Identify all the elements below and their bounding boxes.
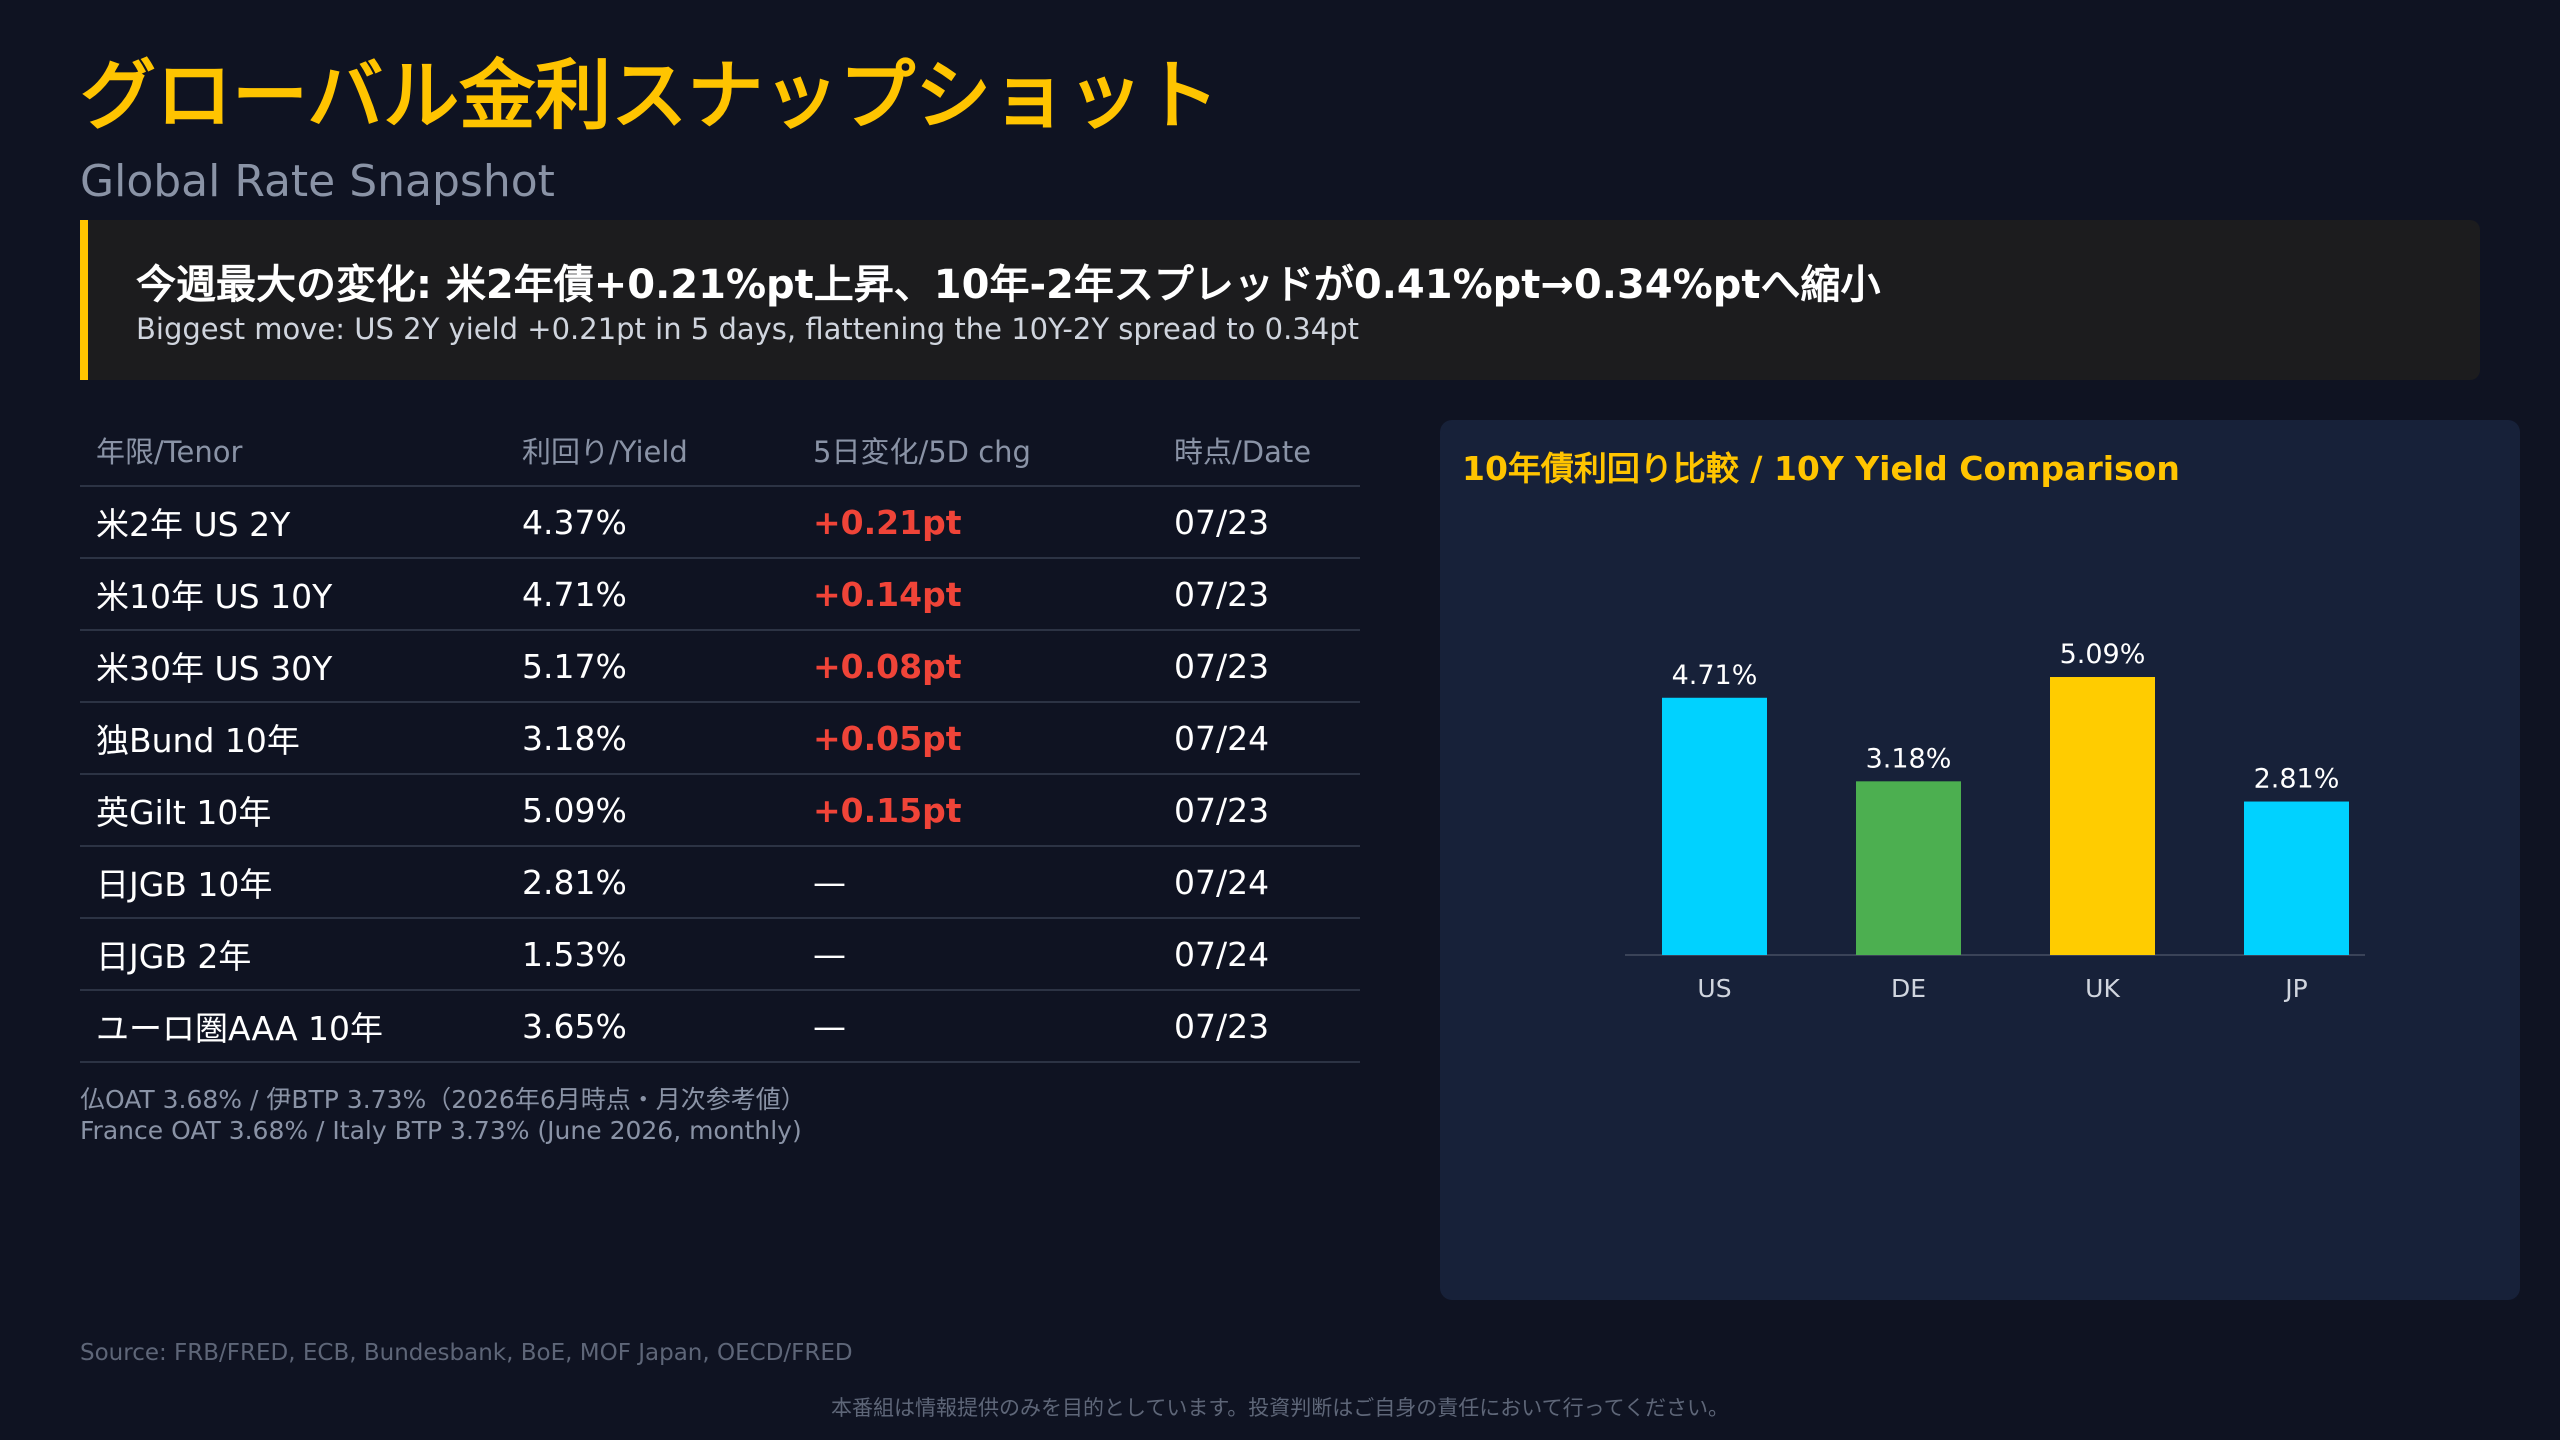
table-row: 日JGB 10年 2.81% — 07/24	[80, 846, 1360, 919]
chart-panel: 4.71% US 3.18% DE 5.09% UK 2.81% JP 10年債利回り比較 /…	[1440, 420, 2520, 1300]
tick-label-uk: UK	[2085, 974, 2120, 1003]
highlight-callout: 今週最大の変化: 米2年債+0.21%pt上昇、10年-2年スプレッドが0.41…	[80, 220, 2480, 380]
bar-jp	[2244, 801, 2349, 955]
cell-yield: 5.09%	[506, 774, 797, 847]
cell-change: +0.08pt	[797, 630, 1158, 703]
tick-label-jp: JP	[2283, 974, 2307, 1003]
callout-subtext: Biggest move: US 2Y yield +0.21pt in 5 d…	[136, 312, 1359, 346]
cell-tenor: 独Bund 10年	[80, 702, 506, 775]
table-row: 米10年 US 10Y 4.71% +0.14pt 07/23	[80, 558, 1360, 631]
cell-yield: 2.81%	[506, 846, 797, 919]
cell-change: +0.15pt	[797, 774, 1158, 847]
cell-date: 07/24	[1158, 846, 1360, 919]
cell-date: 07/23	[1158, 486, 1360, 559]
cell-change: +0.05pt	[797, 702, 1158, 775]
cell-yield: 3.65%	[506, 990, 797, 1063]
bar-uk	[2050, 677, 2155, 955]
cell-yield: 3.18%	[506, 702, 797, 775]
disclaimer: 本番組は情報提供のみを目的としています。投資判断はご自身の責任において行ってくだ…	[831, 1396, 1729, 1420]
cell-tenor: 米10年 US 10Y	[80, 558, 506, 631]
cell-tenor: 日JGB 2年	[80, 918, 506, 991]
cell-date: 07/23	[1158, 630, 1360, 703]
source-note: Source: FRB/FRED, ECB, Bundesbank, BoE, …	[80, 1340, 853, 1366]
callout-headline: 今週最大の変化: 米2年債+0.21%pt上昇、10年-2年スプレッドが0.41…	[136, 262, 1881, 308]
bar-chart: 4.71% US 3.18% DE 5.09% UK 2.81% JP	[1625, 639, 2365, 1003]
rates-table: 年限/Tenor 利回り/Yield 5日変化/5D chg 時点/Date 米…	[80, 415, 1360, 1063]
page-title: グローバル金利スナップショット	[80, 51, 1220, 140]
cell-date: 07/23	[1158, 774, 1360, 847]
table-row: 米30年 US 30Y 5.17% +0.08pt 07/23	[80, 630, 1360, 703]
cell-date: 07/24	[1158, 702, 1360, 775]
value-label-jp: 2.81%	[2254, 764, 2340, 795]
value-label-us: 4.71%	[1672, 660, 1758, 691]
value-label-de: 3.18%	[1866, 743, 1952, 774]
table-row: 米2年 US 2Y 4.37% +0.21pt 07/23	[80, 486, 1360, 559]
cell-date: 07/23	[1158, 558, 1360, 631]
cell-tenor: 米30年 US 30Y	[80, 630, 506, 703]
header-date: 時点/Date	[1158, 415, 1360, 487]
bar-de	[1856, 781, 1961, 955]
table-row: 日JGB 2年 1.53% — 07/24	[80, 918, 1360, 991]
cell-change: +0.21pt	[797, 486, 1158, 559]
cell-change: —	[797, 846, 1158, 919]
cell-tenor: 英Gilt 10年	[80, 774, 506, 847]
header-tenor: 年限/Tenor	[80, 415, 506, 487]
tick-label-de: DE	[1891, 974, 1926, 1003]
table-row: 独Bund 10年 3.18% +0.05pt 07/24	[80, 702, 1360, 775]
value-label-uk: 5.09%	[2060, 639, 2146, 670]
bar-us	[1662, 697, 1767, 955]
chart-title: 10年債利回り比較 / 10Y Yield Comparison	[1462, 449, 2180, 488]
cell-date: 07/23	[1158, 990, 1360, 1063]
table-row: ユーロ圏AAA 10年 3.65% — 07/23	[80, 990, 1360, 1063]
page-subtitle: Global Rate Snapshot	[80, 156, 555, 207]
cell-change: +0.14pt	[797, 558, 1158, 631]
cell-yield: 5.17%	[506, 630, 797, 703]
table-header-row: 年限/Tenor 利回り/Yield 5日変化/5D chg 時点/Date	[80, 415, 1360, 487]
header-change: 5日変化/5D chg	[797, 415, 1158, 487]
cell-tenor: ユーロ圏AAA 10年	[80, 990, 506, 1063]
cell-date: 07/24	[1158, 918, 1360, 991]
tick-label-us: US	[1697, 974, 1731, 1003]
cell-yield: 4.71%	[506, 558, 797, 631]
cell-yield: 4.37%	[506, 486, 797, 559]
cell-change: —	[797, 918, 1158, 991]
footnote-jp: 仏OAT 3.68% / 伊BTP 3.73%（2026年6月時点・月次参考値）	[80, 1085, 806, 1114]
cell-tenor: 日JGB 10年	[80, 846, 506, 919]
cell-tenor: 米2年 US 2Y	[80, 486, 506, 559]
cell-yield: 1.53%	[506, 918, 797, 991]
table-row: 英Gilt 10年 5.09% +0.15pt 07/23	[80, 774, 1360, 847]
footnote-en: France OAT 3.68% / Italy BTP 3.73% (June…	[80, 1116, 802, 1145]
cell-change: —	[797, 990, 1158, 1063]
header-yield: 利回り/Yield	[506, 415, 797, 487]
